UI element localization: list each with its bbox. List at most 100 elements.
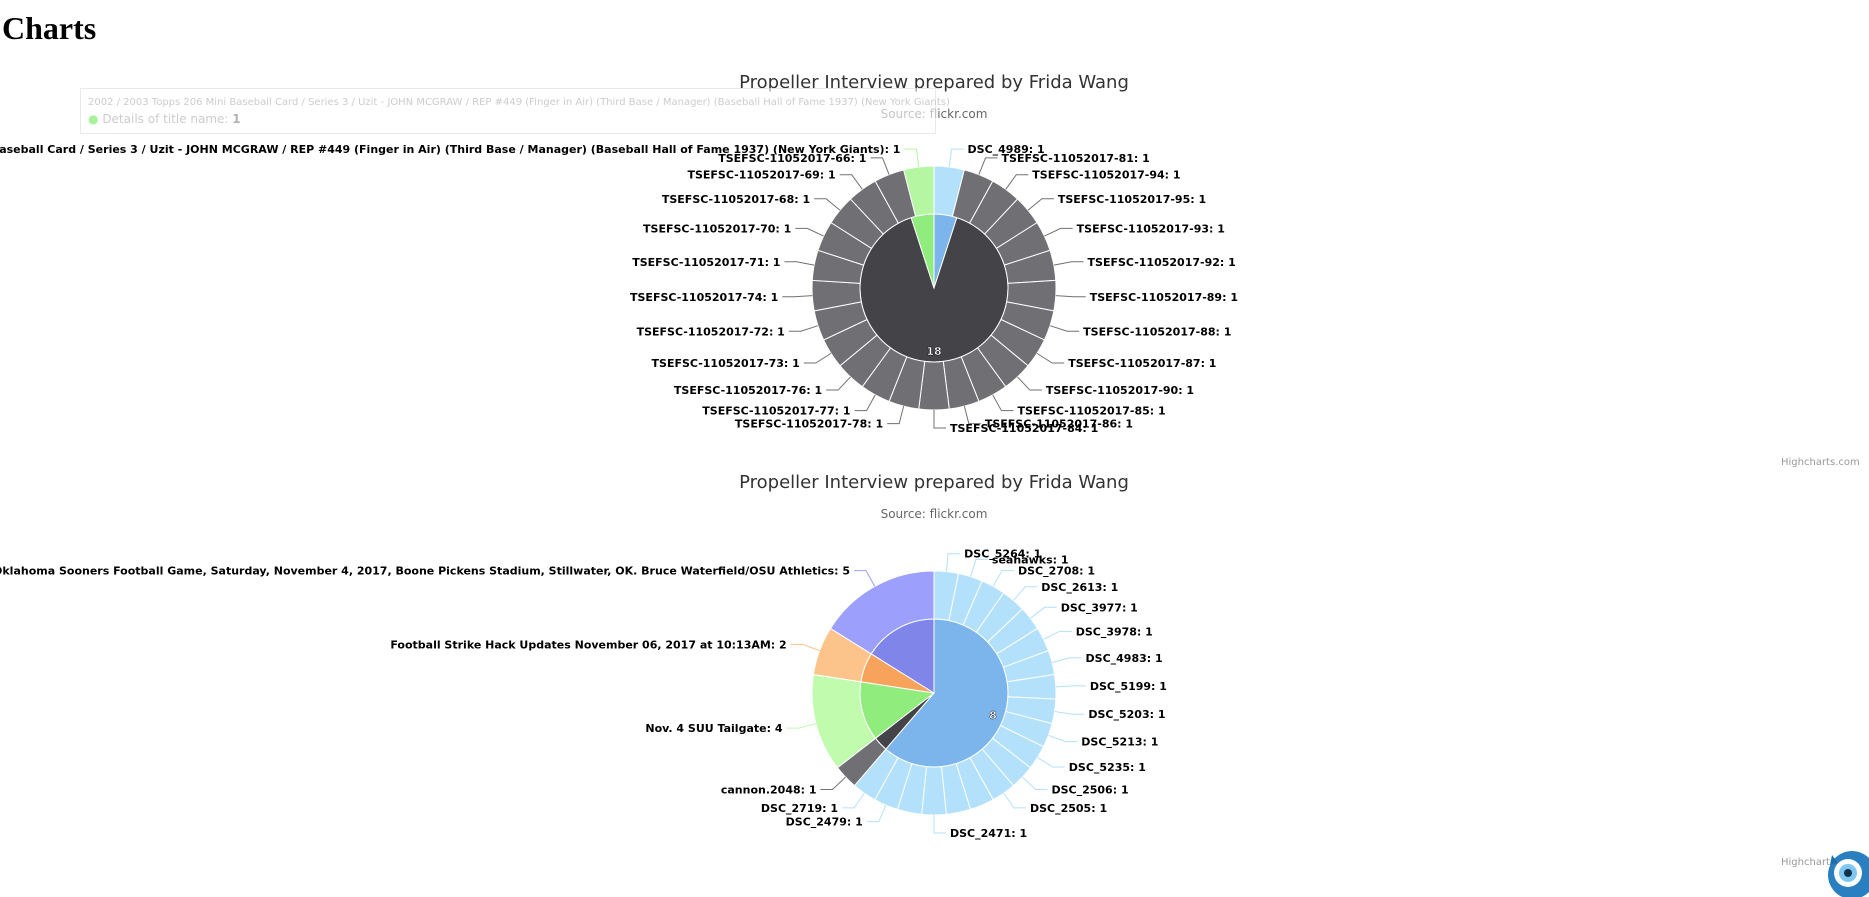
connector-line — [1055, 295, 1086, 298]
outer-slice-oklahoma-sooners-football-game-saturday-[interactable] — [829, 570, 935, 655]
slice-data-label: TSEFSC-11052017-77: 1 — [702, 405, 850, 418]
connector-line — [1049, 325, 1080, 332]
slice-data-label: TSEFSC-11052017-92: 1 — [1088, 256, 1236, 269]
connector-line — [784, 261, 815, 266]
page-title: Charts — [2, 10, 97, 46]
connector-line — [992, 394, 1014, 412]
connector-line — [1054, 710, 1085, 715]
slice-data-label: Oklahoma Sooners Football Game, Saturday… — [0, 565, 850, 578]
connector-line — [933, 410, 946, 429]
slice-data-label: DSC_2505: 1 — [1030, 802, 1107, 815]
connector-line — [1036, 352, 1065, 364]
slice-data-label: TSEFSC-11052017-90: 1 — [1046, 384, 1194, 397]
inner-slice-label: 18 — [926, 345, 941, 358]
connector-line — [820, 776, 846, 790]
slice-data-label: TSEFSC-11052017-88: 1 — [1083, 325, 1231, 338]
connector-line — [790, 643, 820, 652]
connector-line — [1030, 606, 1057, 619]
slice-data-label: DSC_2479: 1 — [786, 816, 863, 829]
slice-data-label: DSC_2719: 1 — [761, 802, 838, 815]
slice-data-label: TSEFSC-11052017-74: 1 — [630, 291, 778, 304]
slice-data-label: TSEFSC-11052017-71: 1 — [632, 256, 780, 269]
slice-data-label: TSEFSC-11052017-89: 1 — [1090, 291, 1238, 304]
connector-line — [1005, 174, 1029, 190]
slice-data-label: DSC_5203: 1 — [1088, 708, 1165, 721]
connector-line — [782, 295, 813, 298]
outer-slice-2002-2003-topps-206-mini-baseball-card-s[interactable] — [903, 165, 935, 217]
slice-data-label: Football Strike Hack Updates November 06… — [390, 638, 786, 651]
highcharts-credit-2[interactable]: Highcharts.com — [1781, 857, 1860, 868]
tooltip-row: ● Details of title name: 1 — [88, 112, 241, 126]
inner-slice-label: 8 — [989, 709, 997, 722]
connector-line — [842, 792, 865, 809]
connector-line — [1043, 630, 1072, 640]
slice-data-label: TSEFSC-11052017-84: 1 — [950, 422, 1098, 435]
connector-line — [786, 723, 817, 729]
tooltip-value: 1 — [232, 112, 241, 126]
slice-data-label: TSEFSC-11052017-85: 1 — [1017, 405, 1165, 418]
connector-line — [826, 376, 851, 391]
connector-line — [904, 148, 920, 168]
slice-data-label: DSC_3977: 1 — [1061, 601, 1138, 614]
slice-data-label: TSEFSC-11052017-95: 1 — [1058, 193, 1206, 206]
slice-data-label: TSEFSC-11052017-69: 1 — [687, 169, 835, 182]
connector-line — [887, 406, 905, 425]
pie-chart-2: Propeller Interview prepared by Frida Wa… — [0, 472, 1167, 840]
slice-data-label: TSEFSC-11052017-94: 1 — [1032, 169, 1180, 182]
connector-line — [992, 570, 1014, 587]
slice-data-label: DSC_4983: 1 — [1086, 652, 1163, 665]
chart-subtitle: Source: flickr.com — [881, 507, 988, 521]
slice-data-label: DSC_2708: 1 — [1018, 565, 1095, 578]
connector-line — [839, 174, 863, 190]
slice-data-label: DSC_2506: 1 — [1051, 783, 1128, 796]
slice-data-label: Nov. 4 SUU Tailgate: 4 — [645, 722, 782, 735]
slice-data-label: DSC_5199: 1 — [1090, 680, 1167, 693]
chart-tooltip: 2002 / 2003 Topps 206 Mini Baseball Card… — [80, 88, 950, 134]
connector-line — [978, 157, 998, 175]
slice-data-label: DSC_5235: 1 — [1069, 761, 1146, 774]
connector-line — [788, 325, 819, 332]
connector-line — [948, 148, 964, 168]
slice-data-label: DSC_5213: 1 — [1081, 736, 1158, 749]
tooltip-dot-icon: ● — [88, 112, 99, 126]
slice-data-label: TSEFSC-11052017-93: 1 — [1077, 222, 1225, 235]
connector-line — [1051, 657, 1082, 663]
connector-line — [866, 804, 887, 823]
chat-bot-mascot-icon[interactable] — [1826, 833, 1869, 897]
connector-line — [854, 570, 876, 587]
connector-line — [1053, 261, 1084, 266]
connector-line — [1017, 376, 1042, 391]
slice-data-label: TSEFSC-11052017-78: 1 — [735, 418, 883, 431]
slice-data-label: DSC_3978: 1 — [1076, 625, 1153, 638]
slice-data-label: DSC_2471: 1 — [950, 827, 1027, 840]
slice-data-label: seahawks: 1 — [992, 553, 1069, 566]
connector-line — [854, 394, 876, 412]
connector-line — [1027, 198, 1054, 211]
chart-title: Propeller Interview prepared by Frida Wa… — [739, 72, 1129, 93]
slice-data-label: TSEFSC-11052017-76: 1 — [674, 384, 822, 397]
connector-line — [963, 406, 981, 425]
connector-line — [1037, 757, 1065, 768]
connector-line — [870, 157, 890, 175]
connector-line — [795, 227, 824, 237]
connector-line — [970, 558, 988, 577]
slice-data-label: TSEFSC-11052017-73: 1 — [652, 357, 800, 370]
connector-line — [814, 198, 841, 211]
chart-title: Propeller Interview prepared by Frida Wa… — [739, 472, 1129, 493]
connector-line — [1044, 227, 1073, 237]
slice-data-label: TSEFSC-11052017-72: 1 — [637, 325, 785, 338]
connector-line — [1022, 776, 1048, 790]
tooltip-title: 2002 / 2003 Topps 206 Mini Baseball Card… — [88, 97, 950, 108]
slice-data-label: TSEFSC-11052017-86: 1 — [985, 418, 1133, 431]
slice-data-label: TSEFSC-11052017-70: 1 — [643, 222, 791, 235]
highcharts-credit-1[interactable]: Highcharts.com — [1781, 457, 1860, 468]
connector-line — [1048, 734, 1078, 743]
connector-line — [803, 352, 832, 364]
slice-data-label: TSEFSC-11052017-87: 1 — [1068, 357, 1216, 370]
slice-data-label: DSC_4989: 1 — [968, 143, 1045, 156]
slice-data-label: cannon.2048: 1 — [721, 783, 817, 796]
connector-line — [1003, 792, 1026, 809]
slice-data-label: TSEFSC-11052017-66: 1 — [718, 152, 866, 165]
pie-chart-1: Propeller Interview prepared by Frida Wa… — [0, 72, 1238, 435]
slice-data-label: 2002 / 2003 Topps 206 Mini Baseball Card… — [0, 143, 900, 156]
